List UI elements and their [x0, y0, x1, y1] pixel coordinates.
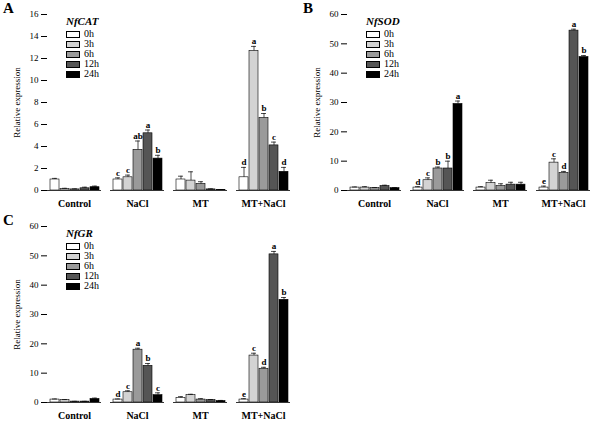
svg-text:b: b: [155, 145, 160, 155]
svg-text:e: e: [542, 176, 546, 186]
svg-text:c: c: [156, 383, 160, 393]
svg-text:d: d: [115, 389, 120, 399]
svg-text:a: a: [572, 19, 577, 29]
svg-text:d: d: [415, 177, 420, 187]
svg-text:20: 20: [30, 339, 40, 349]
svg-text:0: 0: [34, 185, 39, 195]
svg-text:c: c: [552, 149, 556, 159]
svg-text:a: a: [146, 120, 151, 130]
svg-text:d: d: [241, 157, 246, 167]
html-text:12h: 12h: [84, 270, 99, 281]
svg-text:a: a: [252, 36, 257, 46]
html-text:12h: 12h: [384, 58, 399, 69]
svg-text:8: 8: [34, 97, 39, 107]
svg-text:c: c: [272, 132, 276, 142]
html-text:3h: 3h: [84, 250, 94, 261]
svg-text:10: 10: [30, 75, 40, 85]
html-text:NfSOD: NfSOD: [366, 15, 400, 27]
svg-text:40: 40: [330, 68, 340, 78]
svg-text:MT+NaCl: MT+NaCl: [541, 198, 585, 209]
svg-text:50: 50: [330, 39, 340, 49]
html-text:24h: 24h: [84, 280, 99, 291]
html-text:6h: 6h: [84, 260, 94, 271]
svg-text:12: 12: [30, 53, 39, 63]
svg-text:14: 14: [30, 31, 40, 41]
html-text:C: C: [3, 212, 14, 228]
svg-text:MT+NaCl: MT+NaCl: [241, 410, 285, 421]
svg-text:c: c: [426, 168, 430, 178]
svg-text:MT: MT: [192, 410, 208, 421]
svg-text:b: b: [435, 157, 440, 167]
svg-text:a: a: [456, 91, 461, 101]
svg-text:NaCl: NaCl: [126, 198, 148, 209]
svg-text:c: c: [116, 168, 120, 178]
svg-text:a: a: [136, 338, 141, 348]
svg-text:Relative expression: Relative expression: [312, 67, 322, 138]
html-text:24h: 24h: [84, 68, 99, 79]
svg-text:b: b: [281, 287, 286, 297]
svg-text:Control: Control: [58, 410, 91, 421]
svg-text:c: c: [252, 343, 256, 353]
svg-text:MT: MT: [192, 198, 208, 209]
svg-text:6: 6: [34, 119, 39, 129]
html-text:6h: 6h: [84, 48, 94, 59]
html-text:NfCAT: NfCAT: [66, 15, 99, 27]
html-text:0h: 0h: [84, 240, 94, 251]
svg-text:60: 60: [330, 9, 340, 19]
svg-text:d: d: [261, 357, 266, 367]
svg-text:MT+NaCl: MT+NaCl: [241, 198, 285, 209]
html-text:3h: 3h: [384, 38, 394, 49]
svg-text:b: b: [145, 353, 150, 363]
svg-text:a: a: [272, 241, 277, 251]
svg-text:Relative expression: Relative expression: [12, 67, 22, 138]
svg-text:10: 10: [330, 156, 340, 166]
svg-text:NaCl: NaCl: [126, 410, 148, 421]
svg-text:b: b: [261, 103, 266, 113]
html-text:0h: 0h: [384, 28, 394, 39]
svg-text:4: 4: [34, 141, 39, 151]
svg-text:c: c: [126, 381, 130, 391]
svg-text:ab: ab: [133, 131, 143, 141]
svg-text:d: d: [561, 161, 566, 171]
svg-text:50: 50: [30, 251, 40, 261]
svg-text:60: 60: [30, 221, 40, 231]
svg-text:16: 16: [30, 9, 40, 19]
svg-text:Control: Control: [58, 198, 91, 209]
svg-text:30: 30: [330, 97, 340, 107]
html-text:0h: 0h: [84, 28, 94, 39]
svg-text:NaCl: NaCl: [426, 198, 448, 209]
svg-text:Relative expression: Relative expression: [12, 279, 22, 350]
svg-text:0: 0: [334, 185, 339, 195]
html-text:24h: 24h: [384, 68, 399, 79]
svg-text:2: 2: [34, 163, 39, 173]
html-text:A: A: [3, 0, 14, 16]
html-text:3h: 3h: [84, 38, 94, 49]
svg-text:0: 0: [34, 397, 39, 407]
svg-text:10: 10: [30, 368, 40, 378]
svg-text:MT: MT: [492, 198, 508, 209]
html-text:6h: 6h: [384, 48, 394, 59]
html-text:B: B: [303, 0, 313, 16]
html-text:NfGR: NfGR: [66, 227, 93, 239]
svg-text:Control: Control: [358, 198, 391, 209]
svg-text:b: b: [581, 45, 586, 55]
svg-text:40: 40: [30, 280, 40, 290]
html-text:12h: 12h: [84, 58, 99, 69]
svg-text:e: e: [242, 389, 246, 399]
svg-text:d: d: [281, 157, 286, 167]
svg-text:20: 20: [330, 127, 340, 137]
svg-text:30: 30: [30, 309, 40, 319]
svg-text:c: c: [126, 165, 130, 175]
svg-text:b: b: [445, 151, 450, 161]
